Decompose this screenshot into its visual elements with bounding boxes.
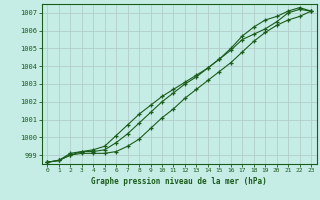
X-axis label: Graphe pression niveau de la mer (hPa): Graphe pression niveau de la mer (hPa) — [91, 177, 267, 186]
